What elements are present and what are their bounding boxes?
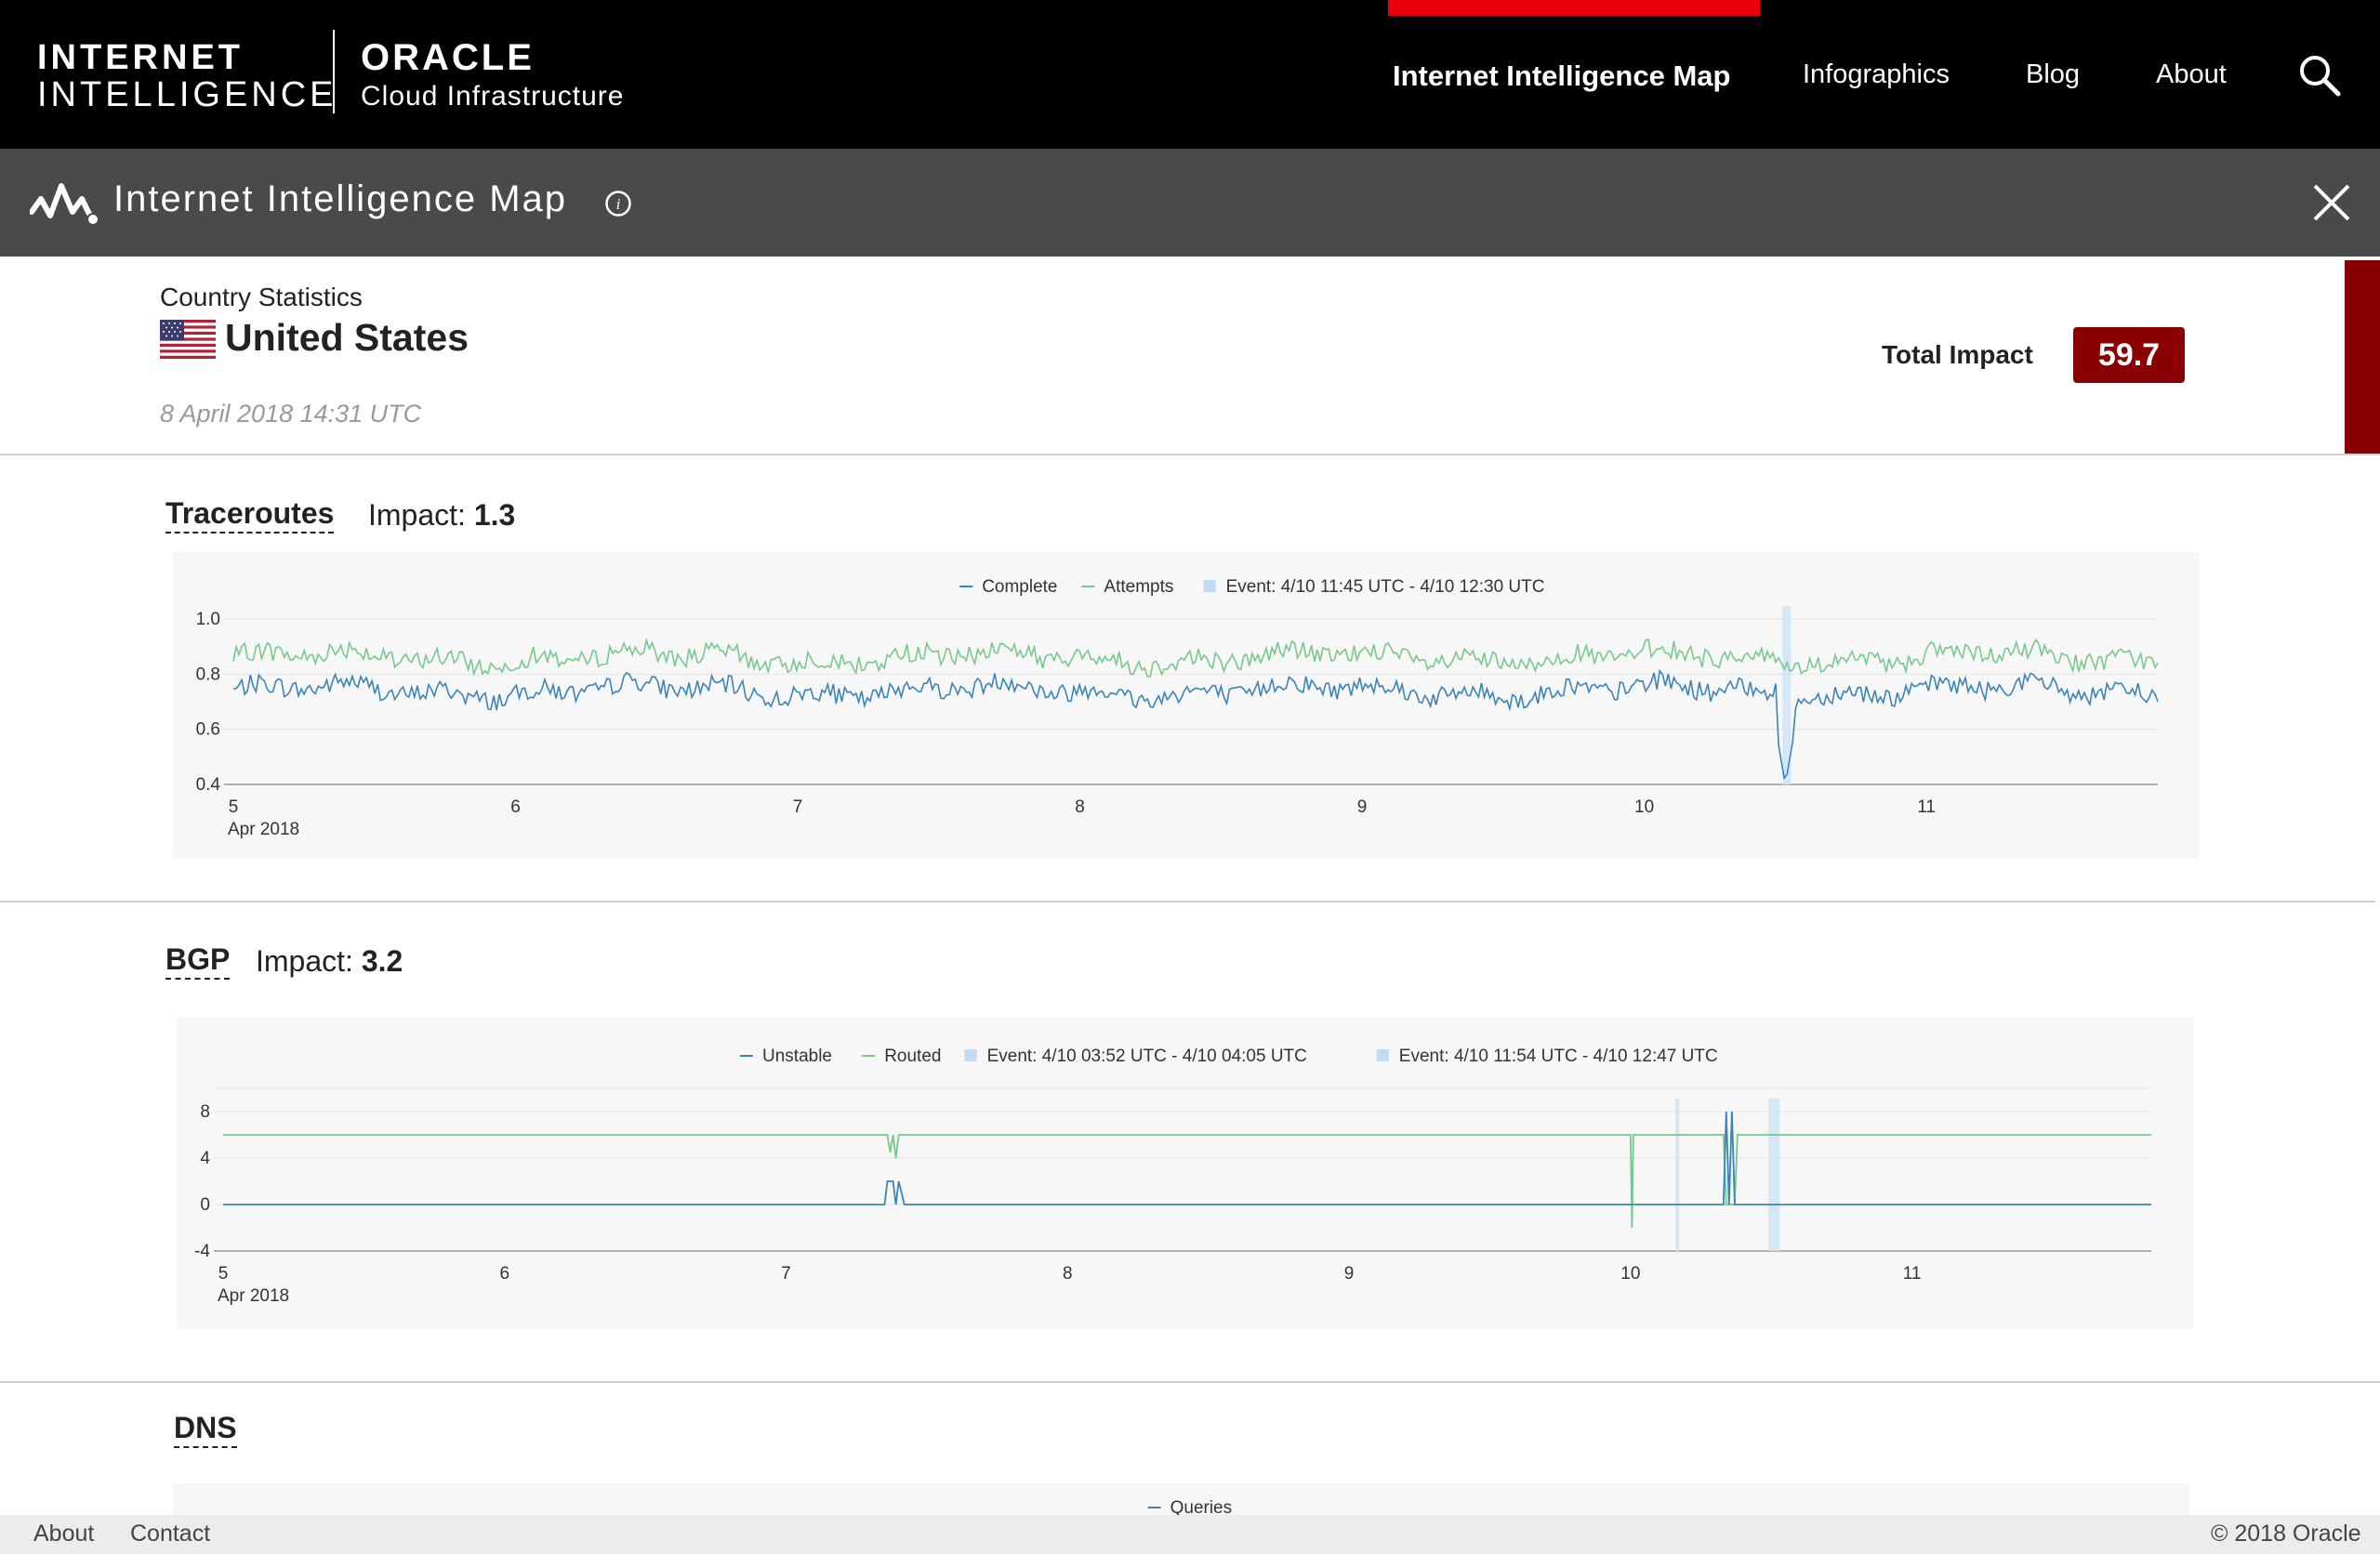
close-icon[interactable]: [2307, 178, 2356, 227]
pulse-logo-icon: [30, 183, 99, 226]
dns-chart[interactable]: Queries: [172, 1483, 2189, 1515]
bgp-impact-value: 3.2: [361, 944, 403, 978]
x-tick-label: 11: [1917, 797, 1936, 817]
legend-swatch: [964, 1049, 977, 1061]
logo-divider: [333, 30, 335, 113]
section-divider: [0, 1381, 2380, 1383]
x-tick-label: 5: [218, 1264, 229, 1284]
x-axis-sublabel: Apr 2018: [218, 1286, 289, 1306]
bgp-chart-svg: Unstable Routed Event: 4/10 03:52 UTC - 4/…: [194, 1047, 2151, 1306]
footer: About Contact © 2018 Oracle: [0, 1515, 2380, 1554]
y-tick-label: 0.4: [196, 775, 221, 795]
total-impact-badge: 59.7: [2073, 327, 2185, 383]
cloud-infrastructure-text: Cloud Infrastructure: [361, 81, 625, 112]
x-tick-label: 9: [1357, 797, 1368, 817]
svg-text:i: i: [616, 195, 621, 213]
series-line-complete: [232, 668, 2159, 781]
x-tick-label: 6: [510, 797, 521, 817]
footer-copyright: © 2018 Oracle: [2211, 1521, 2361, 1547]
legend-item: Routed: [884, 1047, 941, 1066]
traceroutes-chart[interactable]: Complete Attempts Event: 4/10 11:45 UTC - …: [172, 552, 2199, 859]
logo-line-2: INTELLIGENCE: [37, 75, 337, 114]
country-statistics-label: Country Statistics: [160, 283, 363, 311]
country-statistics-header: Country Statistics United States 8 April…: [0, 260, 2380, 455]
series-line-routed: [223, 1134, 2151, 1229]
series-line-attempts: [232, 637, 2159, 678]
legend-item: Event: 4/10 11:54 UTC - 4/10 12:47 UTC: [1399, 1047, 1718, 1066]
y-tick-label: 0: [200, 1195, 210, 1215]
nav-about[interactable]: About: [2156, 59, 2227, 89]
legend-item: Complete: [982, 577, 1057, 597]
traceroutes-impact-value: 1.3: [473, 498, 516, 532]
legend-item: Attempts: [1104, 577, 1173, 597]
event-band: [1675, 1099, 1680, 1251]
map-title-bar: Internet Intelligence Map i: [0, 149, 2380, 257]
bgp-title[interactable]: BGP: [165, 942, 231, 980]
country-name: United States: [225, 316, 469, 359]
dns-title[interactable]: DNS: [174, 1411, 237, 1448]
traceroutes-title[interactable]: Traceroutes: [165, 496, 335, 533]
dns-chart-svg: Queries: [1147, 1498, 1233, 1515]
total-impact-label: Total Impact: [1882, 340, 2033, 369]
legend-item: Event: 4/10 11:45 UTC - 4/10 12:30 UTC: [1226, 577, 1545, 597]
event-band: [1782, 606, 1792, 784]
legend-item: Queries: [1170, 1498, 1233, 1515]
nav-internet-intelligence-map[interactable]: Internet Intelligence Map: [1393, 59, 1731, 92]
footer-about-link[interactable]: About: [33, 1521, 95, 1547]
legend-swatch: [1376, 1049, 1389, 1061]
x-tick-label: 7: [781, 1264, 791, 1284]
section-divider: [0, 901, 2375, 902]
impact-label: Impact:: [256, 944, 353, 978]
x-tick-label: 5: [229, 797, 239, 817]
series-line-unstable: [223, 1111, 2151, 1205]
scrollbar-thumb[interactable]: [2345, 260, 2380, 454]
x-tick-label: 8: [1075, 797, 1085, 817]
x-tick-label: 10: [1634, 797, 1654, 817]
y-tick-label: 0.6: [196, 720, 220, 740]
impact-label: Impact:: [368, 498, 466, 532]
footer-contact-link[interactable]: Contact: [130, 1521, 211, 1547]
y-tick-label: 8: [200, 1102, 210, 1122]
bgp-chart[interactable]: Unstable Routed Event: 4/10 03:52 UTC - 4/…: [177, 1017, 2194, 1329]
legend-swatch: [1203, 580, 1216, 592]
y-tick-label: 0.8: [196, 665, 220, 684]
x-tick-label: 7: [793, 797, 803, 817]
internet-intelligence-logo[interactable]: INTERNET INTELLIGENCE: [37, 39, 337, 113]
bgp-impact: Impact: 3.2: [256, 944, 403, 979]
event-band: [1768, 1099, 1780, 1251]
top-navigation: INTERNET INTELLIGENCE ORACLE Cloud Infra…: [0, 0, 2380, 149]
map-title: Internet Intelligence Map: [113, 178, 568, 219]
x-tick-label: 10: [1620, 1264, 1640, 1284]
us-flag-icon: [160, 320, 216, 359]
x-axis-sublabel: Apr 2018: [228, 820, 299, 839]
oracle-wordmark: ORACLE: [361, 37, 535, 78]
logo-line-1: INTERNET: [37, 38, 244, 77]
x-tick-label: 9: [1344, 1264, 1355, 1284]
nav-blog[interactable]: Blog: [2026, 59, 2081, 89]
x-tick-label: 11: [1903, 1264, 1922, 1284]
active-nav-indicator: [1388, 0, 1760, 16]
nav-infographics[interactable]: Infographics: [1803, 59, 1950, 89]
legend-item: Event: 4/10 03:52 UTC - 4/10 04:05 UTC: [987, 1047, 1307, 1066]
traceroutes-chart-svg: Complete Attempts Event: 4/10 11:45 UTC - …: [196, 577, 2159, 839]
y-tick-label: 4: [200, 1149, 210, 1168]
traceroutes-impact: Impact: 1.3: [368, 498, 515, 533]
search-icon[interactable]: [2298, 54, 2341, 97]
legend-item: Unstable: [762, 1047, 832, 1066]
y-tick-label: -4: [194, 1242, 210, 1261]
oracle-cloud-logo[interactable]: ORACLE Cloud Infrastructure: [361, 37, 624, 115]
info-icon[interactable]: i: [604, 190, 632, 217]
country-timestamp: 8 April 2018 14:31 UTC: [160, 400, 422, 428]
x-tick-label: 6: [499, 1264, 509, 1284]
y-tick-label: 1.0: [196, 610, 220, 629]
x-tick-label: 8: [1063, 1264, 1073, 1284]
